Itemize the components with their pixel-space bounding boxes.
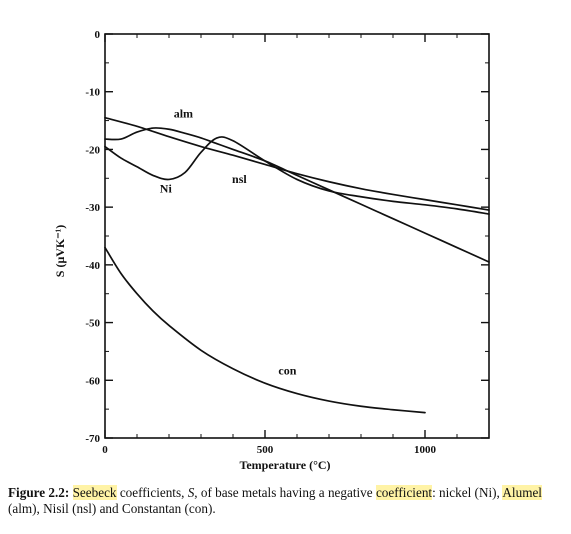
y-tick-label: -50 (85, 318, 100, 330)
caption-text-4: : nickel (Ni), (432, 485, 503, 500)
chart: 0 -10 -20 -30 -40 -50 -60 -70 0 500 1000 Temperatur… (53, 29, 490, 472)
series-label-con: con (278, 364, 296, 378)
y-tick-label: -30 (85, 202, 100, 214)
y-tick-label: -60 (85, 375, 100, 387)
figure-label: Figure 2.2: (8, 485, 70, 500)
series-line-nsl (104, 116, 490, 211)
figure-caption: Figure 2.2: Seebeck coefficients, S, of … (8, 485, 563, 517)
series-label-nsl: nsl (232, 172, 247, 186)
y-tick-label: -40 (85, 260, 100, 272)
caption-text-2: coefficients, (116, 485, 188, 500)
caption-highlight-alumel: Alumel (502, 485, 542, 500)
caption-highlight-coefficient: coefficient (375, 485, 433, 500)
chart-svg: 0-10-20-30-40-50-60-700 500 1000Temperatur… (53, 29, 490, 472)
x-tick-label: 0 (102, 444, 108, 456)
series-line-ni (104, 136, 490, 215)
x-tick-label: 500 (257, 444, 274, 456)
x-tick-label: 1000 (414, 444, 437, 456)
series-label-alm: alm (174, 107, 193, 121)
caption-symbol-s: S (187, 485, 195, 500)
series-line-con (104, 246, 426, 414)
y-tick-label: -70 (85, 433, 100, 445)
caption-text-3: , of base metals having a negative (194, 485, 376, 500)
y-tick-label: 0 (95, 29, 101, 41)
y-tick-label: -20 (85, 144, 100, 156)
x-axis-label: Temperature (°C) (239, 458, 330, 472)
caption-highlight-seebeck: Seebeck (72, 485, 117, 500)
y-axis-label: S (μVK⁻¹) (53, 225, 67, 277)
caption-text-5: (alm), Nisil (nsl) and Constantan (con). (8, 501, 216, 516)
series-line-alm (104, 127, 490, 263)
y-tick-label: -10 (85, 87, 100, 99)
series-label-ni: Ni (160, 182, 173, 196)
